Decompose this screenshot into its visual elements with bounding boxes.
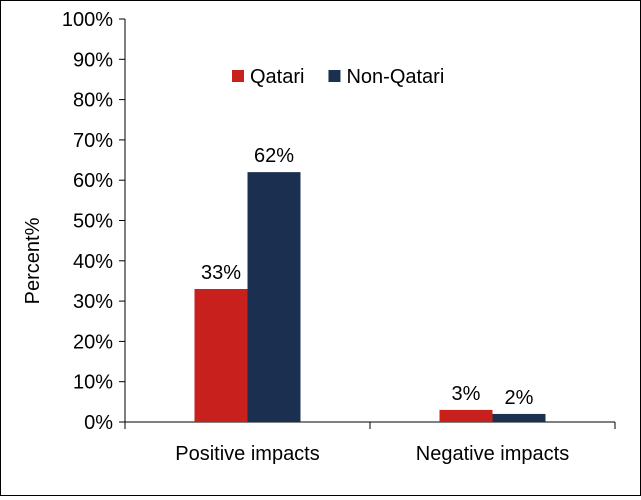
y-tick-label: 80%: [73, 90, 113, 112]
y-tick-label: 90%: [73, 49, 113, 71]
legend-swatch: [328, 70, 341, 82]
legend-label: Qatari: [250, 66, 304, 88]
x-axis: Positive impacts Negative impacts: [124, 421, 616, 465]
legend: Qatari Non-Qatari: [232, 66, 444, 88]
y-tick-label: 100%: [62, 9, 113, 31]
data-label: 3%: [452, 383, 481, 405]
y-axis-title: Percent%: [22, 217, 44, 304]
y-tick-label: 20%: [73, 331, 113, 353]
bar-qatari: [439, 409, 493, 422]
legend-label: Non-Qatari: [346, 66, 444, 88]
y-tick-label: 50%: [73, 211, 113, 233]
y-tick-label: 70%: [73, 130, 113, 152]
data-label: 62%: [254, 145, 294, 167]
legend-swatch: [232, 70, 244, 82]
data-label: 33%: [201, 262, 241, 284]
y-tick-label: 60%: [73, 170, 113, 192]
data-labels: 33% 62% 3% 2%: [201, 145, 534, 409]
bars: [194, 172, 546, 422]
data-label: 2%: [505, 387, 534, 409]
y-tick-label: 30%: [73, 291, 113, 313]
y-tick-label: 10%: [73, 372, 113, 394]
y-axis: 0% 10% 20% 30% 40% 50% 60% 70% 80% 90% 100%: [62, 9, 126, 434]
x-tick-label: Negative impacts: [416, 443, 569, 465]
bar-non-qatari: [492, 413, 546, 422]
bar-non-qatari: [247, 172, 301, 422]
bar-qatari: [194, 289, 248, 422]
y-tick-label: 40%: [73, 251, 113, 273]
y-tick-label: 0%: [84, 412, 113, 434]
x-tick-label: Positive impacts: [175, 443, 320, 465]
